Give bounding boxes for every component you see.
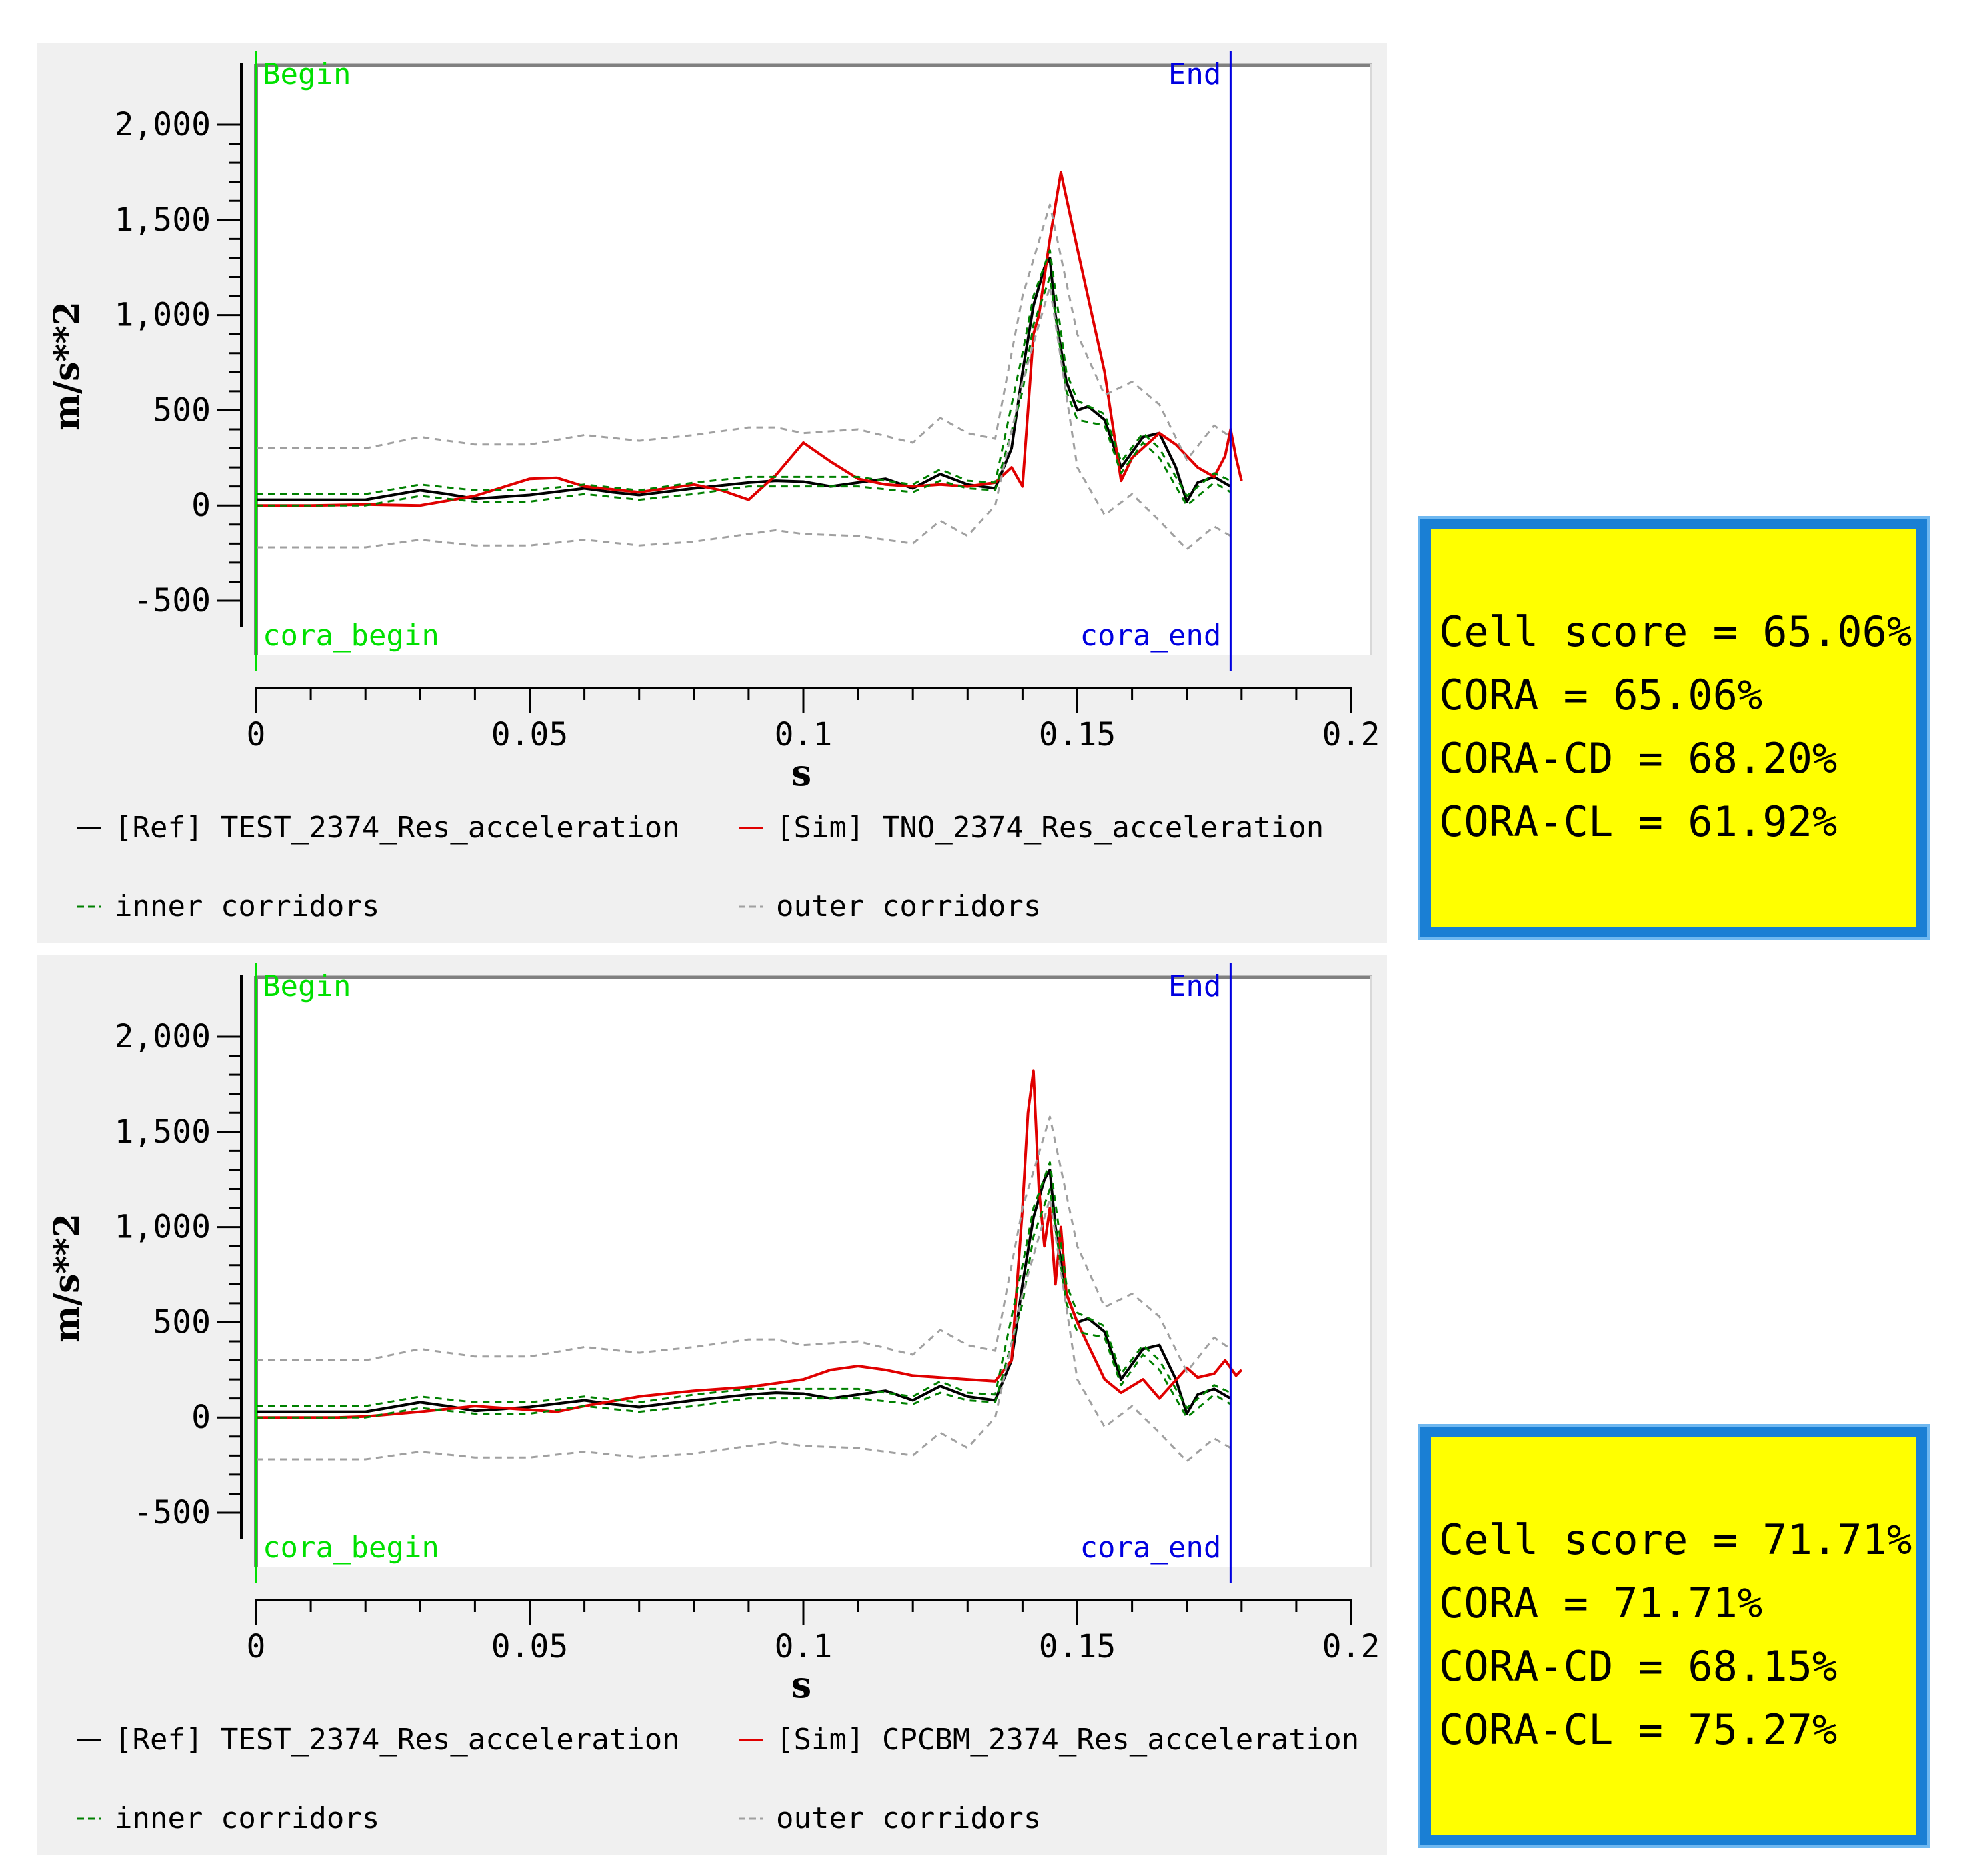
cora-cd-score-text: CORA-CD = 68.15% — [1439, 1642, 1838, 1691]
inner-corridor-line — [256, 249, 1232, 497]
y-tick-label: -500 — [133, 582, 211, 619]
outer-corridor-line — [256, 1115, 1232, 1373]
legend-item-simulation-label: [Sim] TNO_2374_Res_acceleration — [776, 811, 1324, 845]
cora-score-text: CORA = 71.71% — [1439, 1579, 1763, 1627]
legend-item-outer-corridors-label: outer corridors — [776, 889, 1041, 923]
x-tick-label: 0.15 — [1039, 1628, 1116, 1665]
reference-series-line — [256, 256, 1232, 503]
outer-corridor-line — [256, 203, 1232, 461]
x-tick-label: 0.2 — [1322, 1628, 1380, 1665]
x-axis-label: s — [791, 1663, 811, 1706]
outer-corridor-line — [256, 285, 1232, 551]
chart-panel-bottom: 2,000 1,500 1,000 500 0 -500 0 0.05 0.1 0.15 0.2 s m… — [37, 955, 1387, 1855]
y-tick-label: 2,000 — [115, 1018, 211, 1055]
x-tick-label: 0 — [247, 716, 266, 753]
legend-item-inner-corridors-label: inner corridors — [115, 889, 379, 923]
score-box-bottom: Cell score = 71.71% CORA = 71.71% CORA-C… — [1418, 1424, 1930, 1848]
inner-corridor-line — [256, 1188, 1232, 1419]
cora-begin-label: cora_begin — [263, 1531, 439, 1565]
x-tick-label: 0.1 — [775, 716, 833, 753]
cell-score-text: Cell score = 65.06% — [1439, 607, 1912, 656]
y-tick-label: 500 — [153, 391, 211, 429]
cora-end-label: cora_end — [1080, 619, 1221, 653]
chart-panel-top: 2,000 1,500 1,000 500 0 -500 0 0.05 0.1 0.15 0.2 s m… — [37, 43, 1387, 943]
y-axis-label: m/s**2 — [47, 301, 87, 431]
legend-item-simulation-label: [Sim] CPCBM_2374_Res_acceleration — [776, 1723, 1359, 1757]
chart-top: 2,000 1,500 1,000 500 0 -500 0 0.05 0.1 0.15 0.2 s m… — [37, 51, 1387, 943]
x-tick-label: 0.1 — [775, 1628, 833, 1665]
x-tick-label: 0.2 — [1322, 716, 1380, 753]
cora-cl-score-text: CORA-CL = 75.27% — [1439, 1705, 1838, 1754]
inner-corridor-line — [256, 1161, 1232, 1409]
x-tick-label: 0.05 — [491, 716, 569, 753]
legend-item-reference-label: [Ref] TEST_2374_Res_acceleration — [115, 1723, 680, 1757]
y-tick-label: 1,500 — [115, 1113, 211, 1151]
y-tick-label: 1,000 — [115, 297, 211, 334]
y-axis-label: m/s**2 — [47, 1213, 87, 1343]
plot-area — [256, 64, 1372, 655]
outer-corridor-line — [256, 1197, 1232, 1463]
cora-end-label: cora_end — [1080, 1531, 1221, 1565]
end-label: End — [1168, 969, 1221, 1003]
score-box-top: Cell score = 65.06% CORA = 65.06% CORA-C… — [1418, 516, 1930, 940]
chart-bottom: 2,000 1,500 1,000 500 0 -500 0 0.05 0.1 0.15 0.2 s m… — [37, 963, 1387, 1855]
y-tick-label: 0 — [191, 487, 211, 524]
y-tick-label: 500 — [153, 1303, 211, 1341]
cora-score-text: CORA = 65.06% — [1439, 671, 1763, 719]
x-axis-label: s — [791, 751, 811, 794]
cora-cd-score-text: CORA-CD = 68.20% — [1439, 734, 1838, 783]
legend-background — [37, 655, 1387, 943]
x-tick-label: 0.15 — [1039, 716, 1116, 753]
legend-background — [37, 1567, 1387, 1855]
legend-item-inner-corridors-label: inner corridors — [115, 1801, 379, 1835]
cora-begin-label: cora_begin — [263, 619, 439, 653]
x-tick-label: 0.05 — [491, 1628, 569, 1665]
simulation-series-line — [256, 171, 1243, 507]
y-tick-label: 1,000 — [115, 1209, 211, 1246]
legend-item-outer-corridors-label: outer corridors — [776, 1801, 1041, 1835]
y-tick-label: -500 — [133, 1494, 211, 1531]
y-tick-label: 0 — [191, 1399, 211, 1436]
plot-area — [256, 976, 1372, 1567]
begin-label: Begin — [263, 57, 351, 91]
inner-corridor-line — [256, 276, 1232, 507]
cell-score-text: Cell score = 71.71% — [1439, 1515, 1912, 1564]
cora-cl-score-text: CORA-CL = 61.92% — [1439, 797, 1838, 846]
begin-label: Begin — [263, 969, 351, 1003]
y-tick-label: 1,500 — [115, 201, 211, 239]
x-tick-label: 0 — [247, 1628, 266, 1665]
end-label: End — [1168, 57, 1221, 91]
y-tick-label: 2,000 — [115, 106, 211, 143]
legend-item-reference-label: [Ref] TEST_2374_Res_acceleration — [115, 811, 680, 845]
